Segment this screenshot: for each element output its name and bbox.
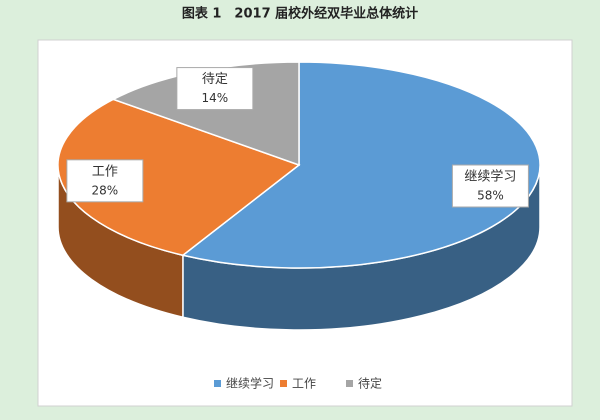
legend-swatch: [214, 380, 221, 387]
pie-tops: [57, 61, 541, 269]
legend-swatch: [280, 380, 287, 387]
data-label: 14%: [202, 91, 229, 105]
legend-swatch: [346, 380, 353, 387]
label-box: [66, 159, 144, 203]
data-label: 28%: [92, 183, 119, 197]
label-box: [176, 67, 254, 111]
legend-label: 继续学习: [226, 376, 274, 391]
label-category: 待定: [202, 72, 228, 87]
slice: [57, 98, 301, 257]
legend-label: 待定: [358, 376, 382, 391]
data-label: 58%: [477, 189, 504, 203]
slice: [181, 61, 541, 269]
chart-title: 图表 1 2017 届校外经双毕业总体统计: [182, 6, 418, 22]
legend-label: 工作: [292, 377, 316, 391]
label-category: 工作: [92, 164, 118, 179]
legend: 继续学习 工作 待定: [214, 376, 382, 391]
label-box: [451, 164, 529, 208]
data-labels: 继续学习 58% 工作 28% 待定 14%: [66, 67, 529, 208]
label-category: 继续学习: [464, 169, 516, 185]
